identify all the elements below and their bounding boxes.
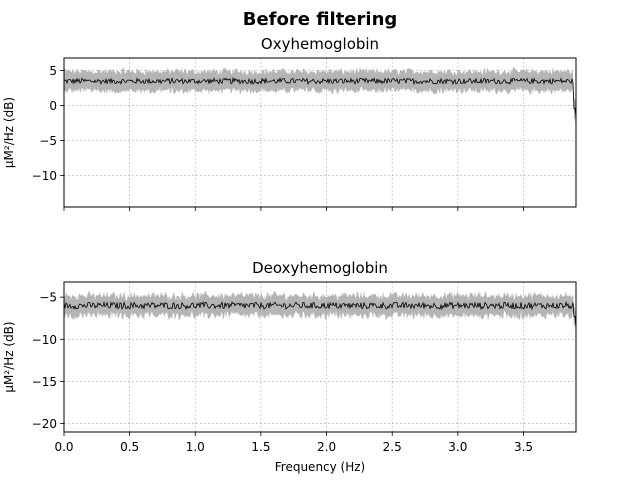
y-tick-label: 0 <box>49 99 57 113</box>
panel-title: Deoxyhemoglobin <box>252 259 388 277</box>
panel-title: Oxyhemoglobin <box>261 35 379 53</box>
y-tick-label: −20 <box>32 417 57 431</box>
std-band <box>64 66 576 128</box>
x-tick-label: 0.5 <box>120 440 139 454</box>
y-tick-label: −10 <box>32 169 57 183</box>
x-tick-label: 1.5 <box>251 440 270 454</box>
x-tick-label: 2.0 <box>317 440 336 454</box>
deoxyhemoglobin-panel: Deoxyhemoglobin 0.0 0.5 1.0 1.5 2.0 2.5 3.0 3.5 −… <box>2 259 577 474</box>
axes-frame <box>63 57 577 208</box>
x-axis-label: Frequency (Hz) <box>275 460 366 474</box>
x-tick-label: 0.0 <box>54 440 73 454</box>
y-axis-label: µM²/Hz (dB) <box>2 97 16 168</box>
x-tick-label: 2.5 <box>383 440 402 454</box>
figure-suptitle: Before filtering <box>243 9 398 30</box>
std-band <box>64 290 576 338</box>
x-tick-label: 3.5 <box>514 440 533 454</box>
y-tick-label: −10 <box>32 333 57 347</box>
oxyhemoglobin-panel: Oxyhemoglobin 5 0 −5 −10 µM²/Hz (dB) <box>2 35 577 211</box>
y-axis-label: µM²/Hz (dB) <box>2 321 16 392</box>
y-tick-label: −5 <box>39 291 57 305</box>
axes-frame <box>63 281 577 433</box>
y-tick-label: −5 <box>39 134 57 148</box>
x-tick-label: 3.0 <box>448 440 467 454</box>
mean-psd-line <box>63 76 577 117</box>
mean-psd-line <box>63 300 577 327</box>
x-tick-label: 1.0 <box>186 440 205 454</box>
y-tick-label: 5 <box>49 64 57 78</box>
y-tick-label: −15 <box>32 375 57 389</box>
